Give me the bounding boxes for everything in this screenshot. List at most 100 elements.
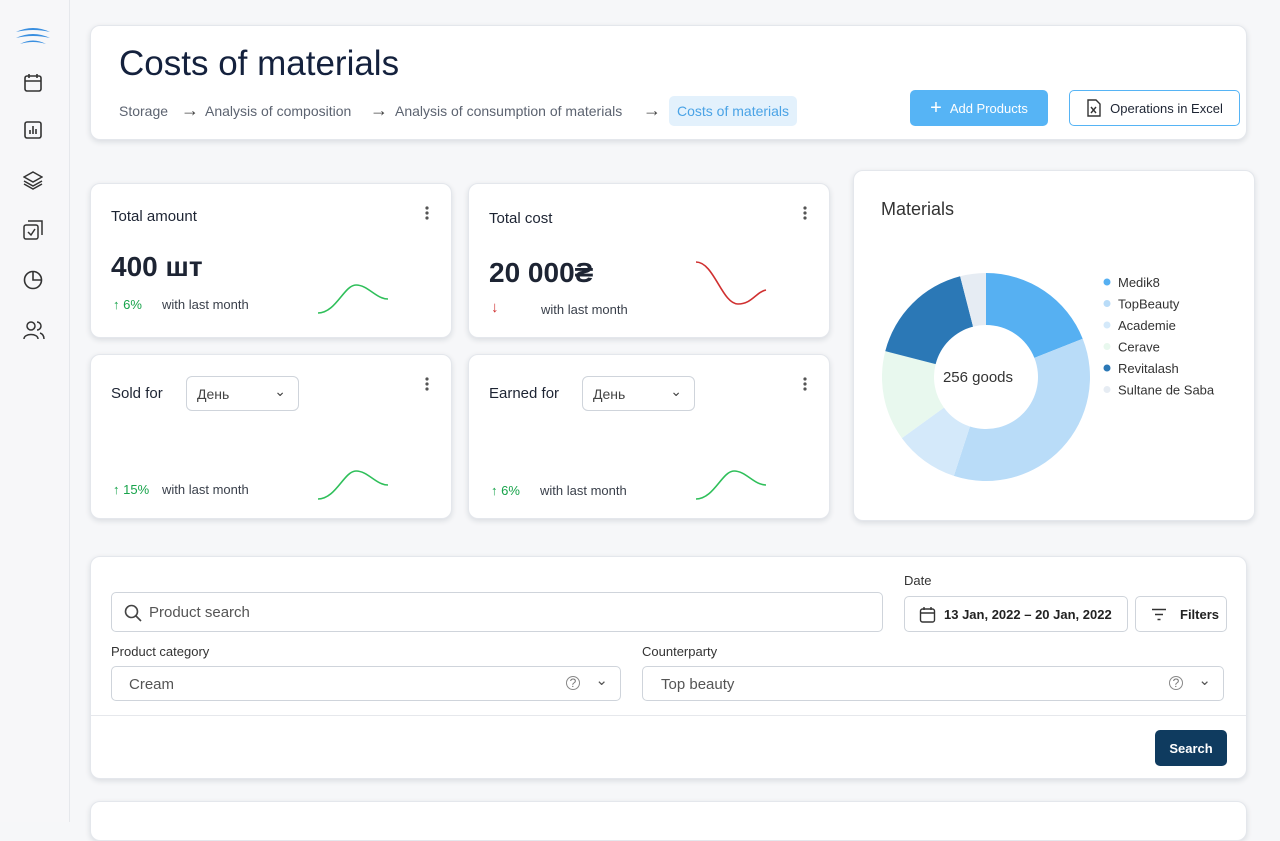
stat-note: with last month [162,297,249,312]
legend-dot [1103,321,1111,329]
chevron: ⌄ [595,672,608,689]
stat-change: ↑ 15% [113,482,150,497]
chevron: ⌄ [670,383,682,399]
legend-dot [1103,278,1111,286]
filters-button[interactable]: Filters [1135,596,1227,632]
breadcrumb[interactable]: Analysis of composition [205,103,352,119]
legend-dot [1103,386,1111,393]
down-arrow: ↓ [491,299,499,316]
donut-segment [986,273,1083,358]
legend-label: Sultane de Saba [1118,383,1215,398]
excel-button[interactable]: Operations in Excel [1069,90,1240,126]
donut-segment [953,338,1090,482]
button-label: Add Products [949,100,1028,116]
change-value: 15% [123,482,150,497]
add-products-button[interactable]: + Add Products [910,90,1048,126]
sidebar [0,0,70,822]
date-value: 13 Jan, 2022 – 20 Jan, 2022 [944,607,1112,622]
calendar-icon [919,607,936,623]
header-card: Costs of materials Storage → Analysis of… [90,25,1247,140]
search-input[interactable]: Product search [111,592,883,632]
center-label: 256 goods [943,369,1013,386]
menu-icon[interactable] [803,206,807,220]
stat-card: Earned for День ⌄ ↑ 6% with last month [468,354,830,519]
chevron: ⌄ [274,383,286,399]
donut-segment [960,273,986,327]
legend-label: Cerave [1118,340,1160,355]
donut-segment [901,407,970,476]
pie-icon[interactable] [23,270,43,290]
legend-label: TopBeauty [1118,297,1180,312]
divider [91,715,1246,716]
breadcrumb-current[interactable]: Costs of materials [669,96,798,126]
category-select[interactable]: Cream? ⌄ [111,666,621,701]
legend-dot [1103,300,1111,307]
stat-change: ↑ 6% [491,483,520,498]
stat-value: 400 шт [111,251,203,282]
sparkline [695,470,767,500]
menu-icon[interactable] [425,206,429,220]
period-select[interactable]: День ⌄ [186,376,299,411]
excel-icon [1087,99,1101,117]
legend-dot [1103,343,1111,350]
select-value: День [593,386,626,402]
period-select[interactable]: День ⌄ [582,376,695,411]
donut-chart: Materials 256 goods Medik8 TopBeauty Academ… [881,199,1215,482]
legend-label: Medik8 [1118,275,1160,290]
stat-title: Earned for [489,385,560,402]
select-value: Cream [129,676,175,693]
menu-icon[interactable] [803,377,807,391]
search-icon [124,604,142,622]
select-value: Top beauty [661,676,735,693]
counterparty-select[interactable]: Top beauty? ⌄ [642,666,1224,701]
help-icon[interactable]: ? [566,676,580,690]
chart-icon[interactable] [23,120,43,140]
category-label: Product category [111,644,210,659]
layers-icon[interactable] [23,170,43,190]
stat-note: with last month [162,482,249,497]
stat-note: with last month [540,483,627,498]
page-title: Costs of materials [119,44,400,83]
counterparty-label: Counterparty [642,644,718,659]
button-label: Filters [1180,607,1220,622]
plus-icon: + [930,96,942,119]
chart-title: Materials [881,199,954,219]
stat-card: Total cost 20 000₴ ↓ with last month [468,183,830,338]
stat-note: with last month [541,302,628,317]
sparkline [317,470,389,500]
help-icon[interactable]: ? [1169,676,1183,690]
logo [16,28,50,44]
arrow: → [370,100,388,120]
users-icon[interactable] [23,320,45,340]
stat-title: Total amount [111,208,197,225]
change-value: 6% [123,297,142,312]
stat-change: ↑ 6% [113,297,142,312]
placeholder: Product search [149,604,250,621]
calendar-icon[interactable] [23,73,43,93]
stat-card: Sold for День ⌄ ↑ 15% with last month [90,354,452,519]
donut-segment [882,351,944,439]
stat-card: Total amount 400 шт ↑ 6% with last month [90,183,452,338]
date-input[interactable]: 13 Jan, 2022 – 20 Jan, 2022 [904,596,1128,632]
stat-title: Total cost [489,210,553,227]
tasks-icon[interactable] [23,220,43,240]
materials-card: Materials 256 goods Medik8 TopBeauty Academ… [853,170,1255,521]
change-value: 6% [501,483,520,498]
arrow: → [643,100,661,120]
sparkline [695,261,767,305]
date-label: Date [904,573,932,588]
sparkline [317,284,389,314]
stat-value: 20 000₴ [489,257,594,288]
select-value: День [197,386,230,402]
breadcrumb[interactable]: Storage [119,103,169,119]
chevron: ⌄ [1198,672,1211,689]
legend-dot [1103,364,1111,372]
arrow: → [181,100,199,120]
legend-label: Revitalash [1118,361,1179,376]
menu-icon[interactable] [425,377,429,391]
donut-segment [885,276,974,365]
search-button[interactable]: Search [1155,730,1227,766]
breadcrumb[interactable]: Analysis of consumption of materials [395,103,623,119]
stat-title: Sold for [111,385,163,402]
